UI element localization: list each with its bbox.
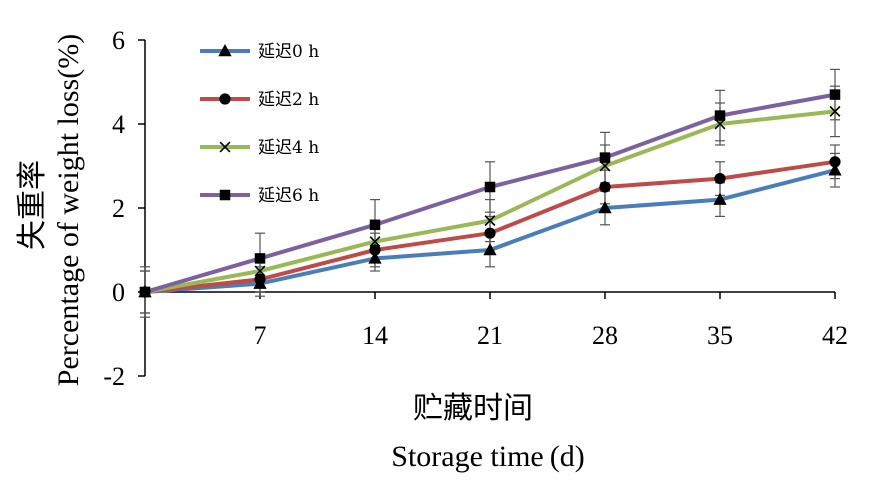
data-point (254, 273, 266, 285)
data-point (484, 181, 496, 193)
legend-label: 延迟6 h (258, 186, 319, 206)
x-tick-label: 14 (362, 321, 388, 350)
legend-label: 延迟4 h (258, 138, 319, 158)
legend: 延迟0 h 延迟2 h 延迟4 h 延迟6 h (200, 42, 319, 206)
data-point (829, 105, 841, 117)
data-point (483, 243, 497, 256)
data-point (484, 227, 496, 239)
data-point (369, 219, 381, 231)
x-tick-label: 7 (254, 321, 267, 350)
data-point (369, 236, 381, 248)
y-tick-label: 0 (112, 278, 125, 307)
legend-item: 延迟0 h (200, 42, 319, 62)
x-tick-label: 42 (822, 321, 848, 350)
data-point (714, 173, 726, 185)
data-point (829, 156, 841, 168)
legend-marker (219, 189, 231, 201)
tick-labels: -2 0 2 4 6 7 14 21 28 35 42 (103, 26, 848, 391)
legend-marker (218, 44, 232, 57)
x-axis-title-cn: 贮藏时间 (413, 392, 533, 425)
data-point (139, 286, 151, 298)
marker-stroke (219, 141, 231, 153)
data-point (714, 110, 726, 121)
legend-label: 延迟2 h (258, 90, 319, 110)
marker-stroke (254, 265, 266, 277)
legend-marker (219, 141, 231, 153)
series-markers (138, 89, 842, 298)
legend-label: 延迟0 h (258, 42, 319, 62)
data-point (828, 163, 842, 176)
y-tick-label: 6 (112, 26, 125, 55)
legend-item: 延迟2 h (200, 90, 319, 110)
data-point (599, 152, 611, 163)
data-point (254, 265, 266, 277)
data-point (369, 244, 381, 256)
y-axis-title-cn: 失重率 (16, 160, 49, 250)
legend-item: 延迟6 h (200, 186, 319, 206)
data-point (254, 253, 266, 264)
marker-stroke (369, 236, 381, 248)
legend-marker (219, 93, 231, 105)
marker-stroke (484, 215, 496, 227)
data-point (368, 251, 382, 264)
data-point (713, 192, 727, 205)
y-tick-label: -2 (103, 362, 125, 391)
x-axis-title-en: Storage time (d) (391, 440, 584, 473)
y-axis-title-en: Percentage of weight loss(%) (52, 34, 85, 386)
data-point (829, 89, 841, 100)
y-tick-label: 2 (112, 194, 125, 223)
data-point (484, 215, 496, 227)
y-tick-label: 4 (112, 110, 125, 139)
data-point (598, 201, 612, 214)
data-point (599, 181, 611, 193)
x-tick-label: 28 (592, 321, 618, 350)
x-tick-label: 35 (707, 321, 733, 350)
x-tick-label: 21 (477, 321, 503, 350)
legend-item: 延迟4 h (200, 138, 319, 158)
marker-stroke (829, 105, 841, 117)
